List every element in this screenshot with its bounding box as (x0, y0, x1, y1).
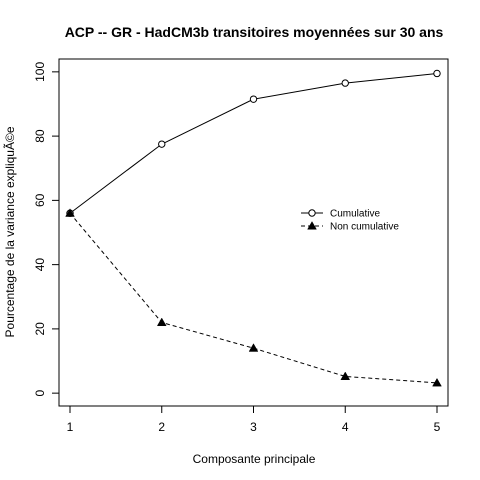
y-tick-label-40: 40 (33, 258, 47, 272)
legend-marker-cumulative (308, 209, 316, 217)
x-axis-label: Composante principale (193, 452, 316, 466)
point-cumulative-2 (158, 140, 166, 148)
x-tick-label-3: 3 (250, 420, 257, 434)
point-cumulative-4 (341, 79, 349, 87)
point-non-cumulative-2 (156, 317, 167, 327)
series-non-cumulative (65, 208, 442, 387)
legend-label-cumulative: Cumulative (330, 209, 380, 220)
point-cumulative-5 (433, 69, 441, 78)
point-non-cumulative-3 (248, 343, 259, 352)
y-tick-label-100: 100 (33, 62, 47, 82)
x-tick-label-5: 5 (434, 420, 441, 434)
y-tick-label-80: 80 (33, 129, 47, 143)
legend-label-non-cumulative: Non cumulative (330, 222, 399, 233)
point-cumulative-3 (249, 95, 258, 103)
x-tick-label-4: 4 (342, 420, 349, 434)
series-line-non-cumulative (69, 212, 438, 384)
series-layer (65, 69, 442, 387)
y-axis: 0 20 40 60 80 100 (33, 62, 60, 396)
x-tick-label-2: 2 (158, 420, 165, 434)
y-tick-label-20: 20 (33, 322, 47, 336)
point-non-cumulative-1 (65, 208, 75, 217)
legend-marker-non-cumulative (307, 221, 317, 230)
point-non-cumulative-5 (432, 377, 442, 387)
y-tick-label-0: 0 (33, 389, 47, 396)
legend: Cumulative Non cumulative (301, 209, 399, 233)
chart-title: ACP -- GR - HadCM3b transitoires moyenné… (65, 24, 444, 40)
y-axis-label: Pourcentage de la variance expliquÃ©e (3, 126, 17, 337)
x-axis: 1 2 3 4 5 (67, 405, 441, 434)
y-tick-label-60: 60 (33, 193, 47, 207)
x-tick-label-1: 1 (67, 420, 74, 434)
point-non-cumulative-4 (340, 371, 351, 380)
